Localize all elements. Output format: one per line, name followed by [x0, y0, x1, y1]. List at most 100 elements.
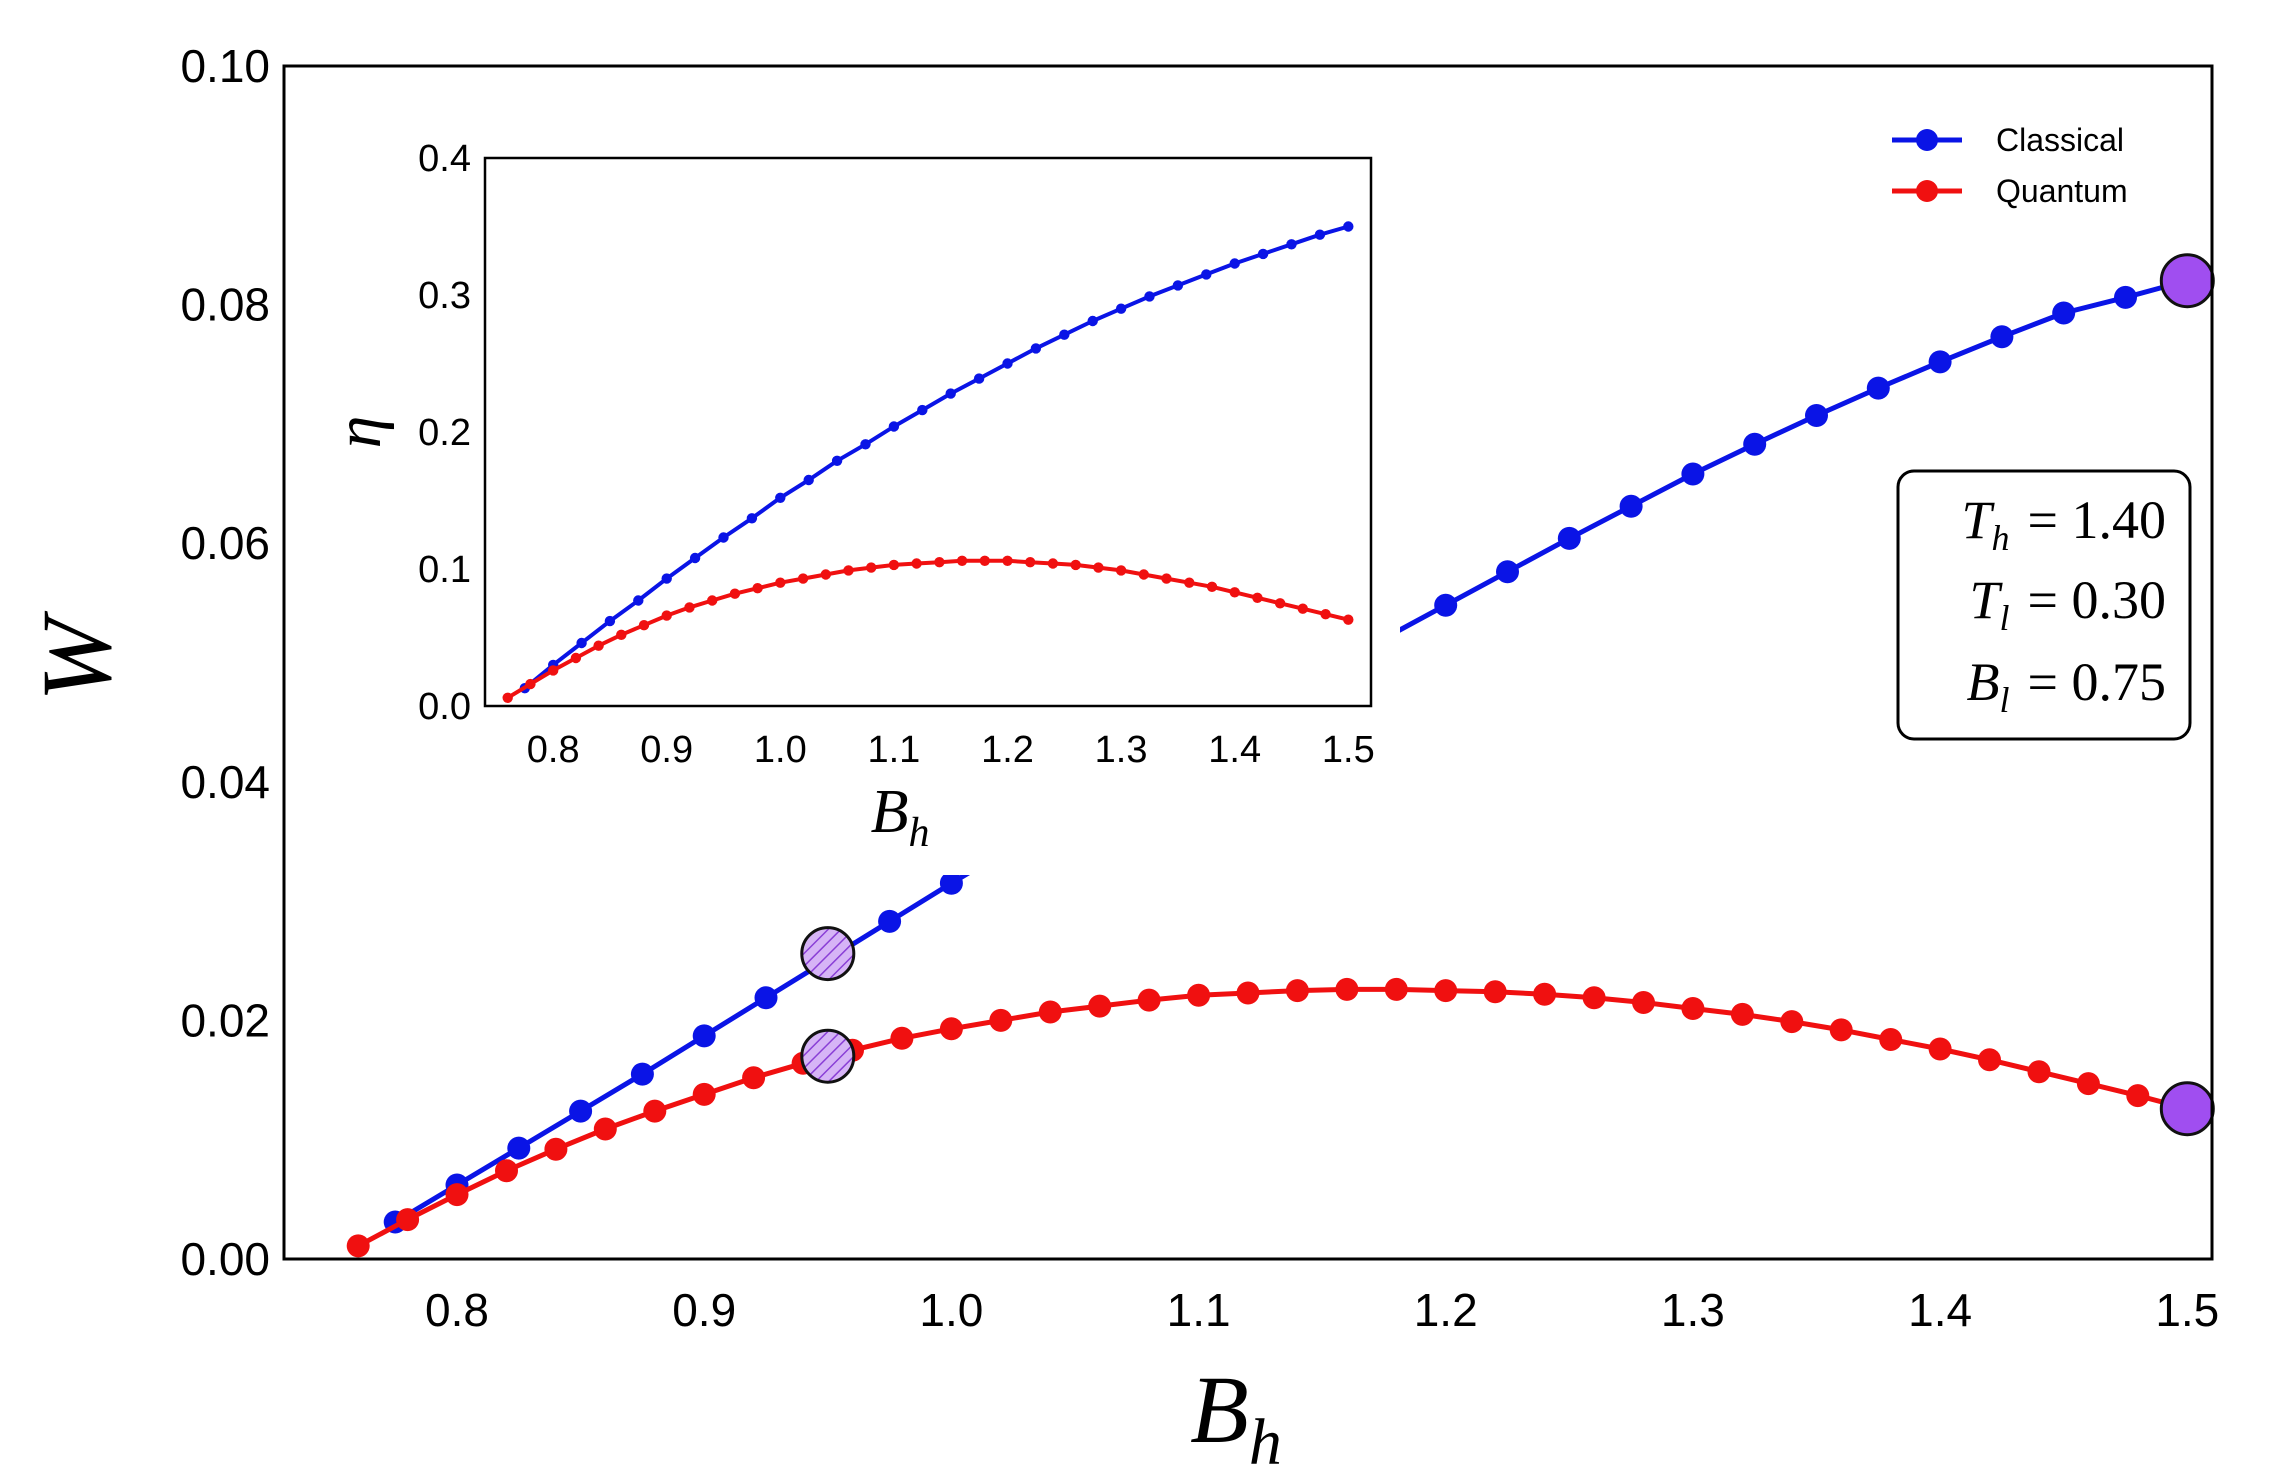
inset-y-tick-label: 0.4	[418, 138, 471, 180]
main-x-tick-label: 1.5	[2155, 1284, 2219, 1336]
inset-plot: 0.8 0.9 1.0 1.1 1.2 1.3 1.4 1.5 0.0 0.1 0.2 0.3 0.4…	[322, 138, 1400, 875]
main-x-tick-label: 1.0	[919, 1284, 983, 1336]
main-plot-frame	[282, 64, 2214, 1261]
inset-quantum-point	[707, 595, 718, 606]
inset-quantum-point	[525, 678, 536, 690]
inset-quantum-point	[502, 692, 513, 703]
inset-quantum-point	[1025, 557, 1036, 568]
inset-quantum-point	[1274, 598, 1286, 609]
main-quantum-point	[2027, 1060, 2051, 1084]
legend-classical-label: Classical	[1996, 122, 2124, 158]
main-y-tick-label: 0.04	[180, 756, 270, 808]
inset-classical-point	[1286, 239, 1297, 250]
inset-classical-point	[1144, 291, 1155, 302]
main-x-tick-label: 1.3	[1661, 1284, 1725, 1336]
inset-x-tick-label: 1.2	[981, 729, 1034, 771]
main-quantum-point	[939, 1017, 963, 1041]
main-x-axis-label: Bh	[1190, 1356, 1282, 1469]
inset-quantum-point	[752, 583, 763, 594]
inset-x-axis-label: Bh	[871, 778, 930, 856]
inset-classical-point	[1343, 221, 1354, 232]
inset-classical-point	[1115, 303, 1127, 314]
param-bl: Bl = 0.75	[1967, 652, 2166, 720]
inset-quantum-point	[548, 665, 559, 676]
inset-classical-point	[633, 595, 644, 606]
inset-series-quantum	[502, 555, 1354, 703]
main-quantum-point	[1829, 1018, 1853, 1042]
main-x-tick-label: 1.2	[1414, 1284, 1478, 1336]
inset-classical-point	[917, 404, 928, 416]
inset-quantum-point	[934, 557, 945, 568]
parameter-box: Th = 1.40 Tl = 0.30 Bl = 0.75	[1896, 469, 2192, 741]
inset-quantum-point	[1161, 573, 1172, 584]
parameter-box-frame	[1896, 469, 2192, 741]
main-classical-point	[1743, 432, 1767, 456]
inset-x-tick-label: 1.4	[1208, 729, 1261, 771]
inset-x-tick-labels: 0.8 0.9 1.0 1.1 1.2 1.3 1.4 1.5	[527, 729, 1375, 771]
inset-classical-point	[689, 552, 701, 564]
inset-quantum-point	[843, 565, 854, 576]
legend: Classical Quantum	[1892, 122, 2128, 209]
inset-quantum-point	[1070, 559, 1081, 571]
inset-classical-point	[973, 373, 985, 384]
inset-quantum-point	[797, 573, 809, 584]
inset-quantum-point	[979, 555, 990, 566]
inset-x-tick-label: 1.0	[754, 729, 807, 771]
highlight-point-quantum-hatched	[800, 1028, 856, 1084]
inset-classical-point	[746, 513, 758, 524]
inset-classical-point	[661, 573, 672, 584]
inset-x-tick-label: 1.1	[867, 729, 920, 771]
inset-plot-frame	[483, 156, 1373, 708]
inset-x-axis-label-sub: h	[908, 810, 929, 856]
inset-classical-point	[888, 421, 900, 432]
legend-quantum-marker	[1916, 180, 1938, 202]
main-quantum-point	[742, 1066, 766, 1090]
inset-quantum-point	[1320, 609, 1331, 620]
inset-quantum-point	[1047, 558, 1059, 569]
inset-quantum-point	[1297, 603, 1309, 614]
main-classical-point	[692, 1024, 716, 1048]
inset-quantum-point	[1093, 562, 1104, 573]
inset-classical-point	[604, 615, 616, 627]
main-quantum-point	[1582, 986, 1606, 1010]
main-x-tick-label: 0.8	[425, 1284, 489, 1336]
inset-classical-point	[831, 455, 843, 466]
main-y-tick-label: 0.08	[180, 279, 270, 331]
inset-quantum-point	[616, 629, 627, 640]
inset-classical-point	[1229, 258, 1240, 269]
inset-y-tick-label: 0.3	[418, 275, 471, 317]
inset-classical-point	[945, 388, 956, 399]
main-y-tick-label: 0.00	[180, 1233, 270, 1285]
inset-classical-point	[1172, 280, 1184, 291]
main-quantum-point	[1137, 988, 1161, 1012]
main-quantum-point	[346, 1234, 370, 1258]
main-quantum-point	[1533, 982, 1557, 1006]
inset-quantum-point	[729, 588, 741, 599]
main-quantum-point	[1780, 1010, 1804, 1034]
main-x-tick-label: 1.1	[1167, 1284, 1231, 1336]
main-quantum-point	[1187, 983, 1211, 1007]
inset-quantum-point	[956, 555, 968, 566]
main-classical-point	[630, 1062, 654, 1086]
main-y-tick-labels: 0.00 0.02 0.04 0.06 0.08 0.10	[180, 40, 270, 1285]
inset-classical-point	[1059, 329, 1070, 340]
main-quantum-point	[495, 1159, 518, 1183]
inset-classical-point	[1257, 248, 1269, 260]
main-quantum-point	[1038, 1000, 1062, 1024]
main-y-tick-label: 0.06	[180, 517, 270, 569]
inset-quantum-point	[1206, 581, 1218, 592]
main-quantum-point	[1434, 979, 1458, 1003]
main-quantum-point	[1088, 994, 1112, 1018]
main-quantum-point	[890, 1026, 914, 1050]
inset-classical-point	[1030, 343, 1042, 354]
main-quantum-point	[2126, 1084, 2150, 1108]
main-quantum-point	[1681, 997, 1705, 1020]
main-classical-point	[2114, 285, 2137, 309]
inset-series-classical	[519, 221, 1354, 694]
main-classical-point	[1496, 560, 1519, 584]
main-quantum-point	[1285, 979, 1309, 1003]
inset-classical-point	[718, 532, 729, 543]
main-classical-point	[1928, 350, 1952, 374]
main-y-axis-label: W	[21, 611, 132, 702]
